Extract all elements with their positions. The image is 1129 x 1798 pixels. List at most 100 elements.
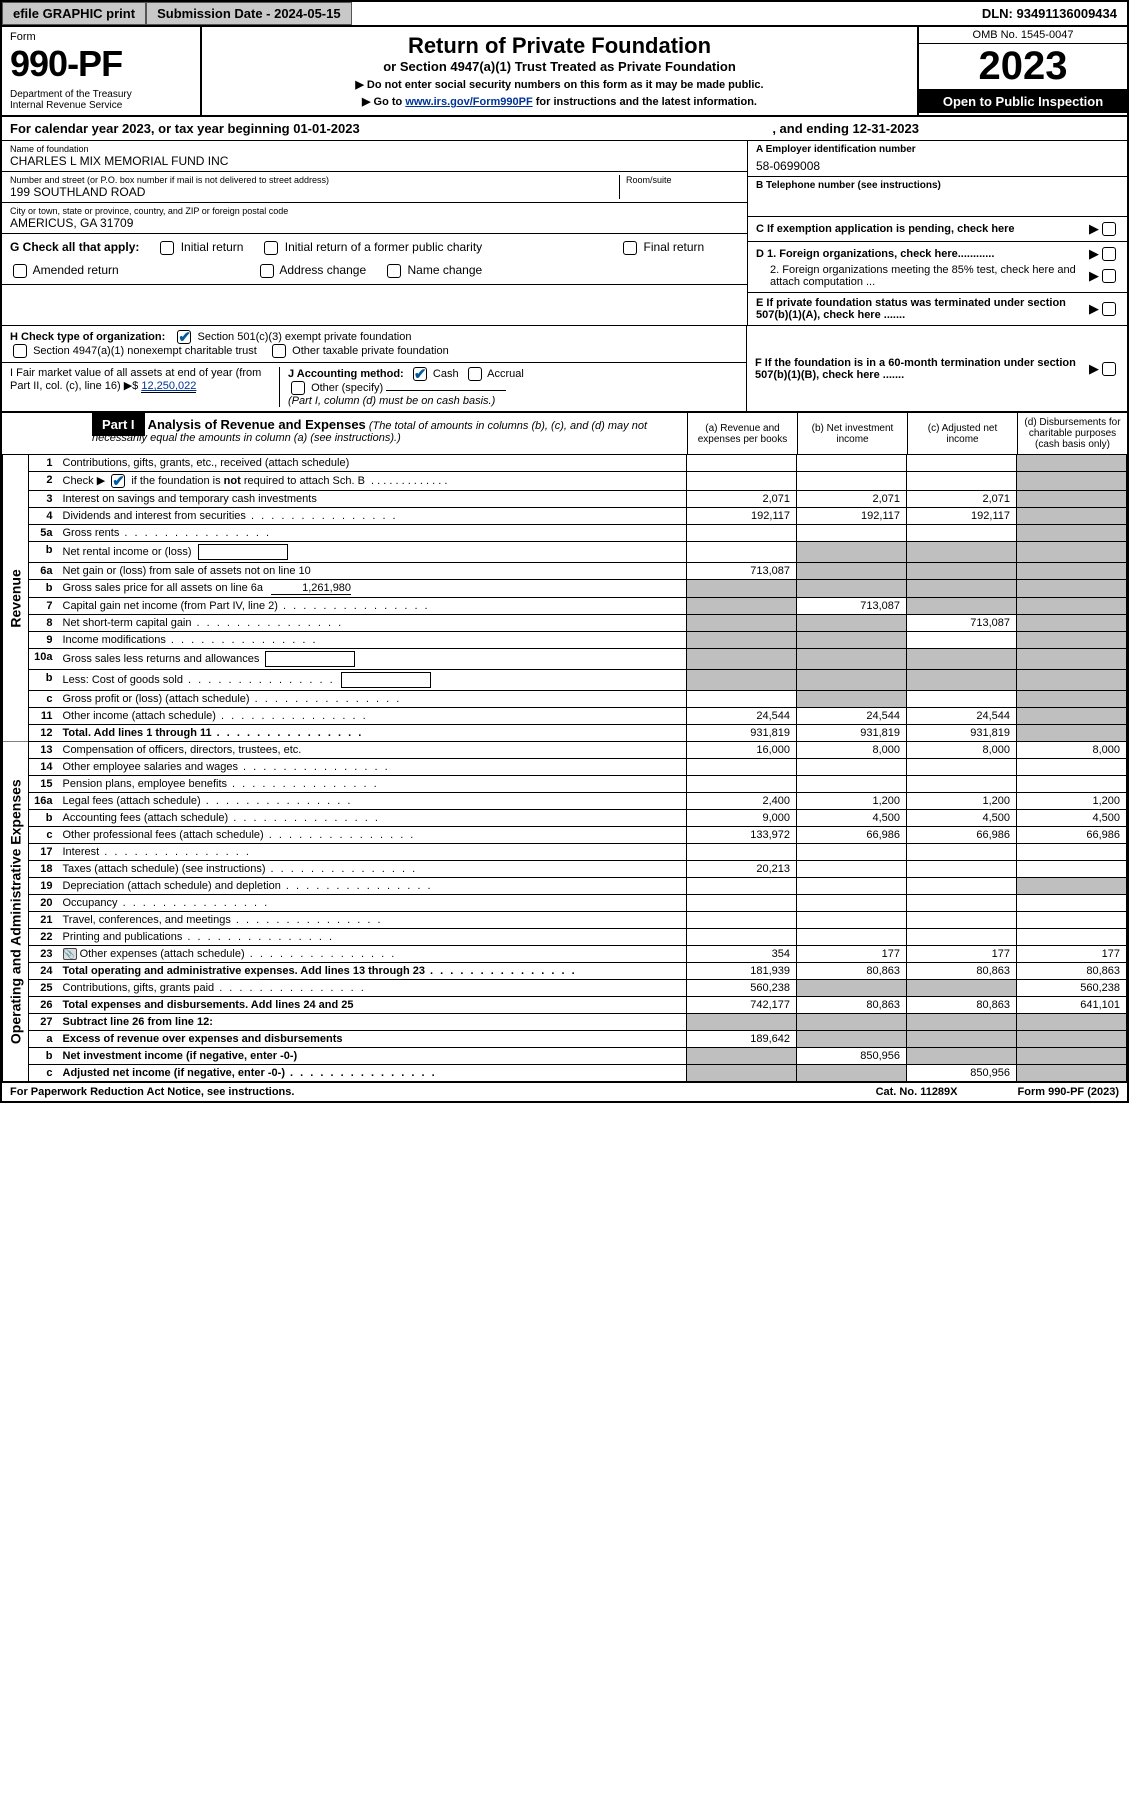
table-row: 12Total. Add lines 1 through 11931,81993… <box>3 725 1127 742</box>
col-d-header: (d) Disbursements for charitable purpose… <box>1017 413 1127 454</box>
addr-cell: Number and street (or P.O. box number if… <box>2 172 747 203</box>
amount-cell <box>797 776 907 793</box>
amount-cell <box>907 472 1017 491</box>
amount-cell: 9,000 <box>687 810 797 827</box>
amount-cell <box>687 1065 797 1082</box>
amount-cell <box>907 691 1017 708</box>
amount-cell: 192,117 <box>907 508 1017 525</box>
amount-cell <box>1017 525 1127 542</box>
table-row: 4Dividends and interest from securities1… <box>3 508 1127 525</box>
checkbox-final-return[interactable] <box>623 241 637 255</box>
amount-cell <box>797 691 907 708</box>
checkbox-other-method[interactable] <box>291 381 305 395</box>
amount-cell: 713,087 <box>907 615 1017 632</box>
instr2-pre: ▶ Go to <box>362 96 405 108</box>
line-number: 16a <box>29 793 59 810</box>
amount-cell: 560,238 <box>1017 980 1127 997</box>
form-subtitle: or Section 4947(a)(1) Trust Treated as P… <box>212 59 907 74</box>
d1-label: D 1. Foreign organizations, check here..… <box>756 248 1089 260</box>
amount-cell <box>797 472 907 491</box>
amount-cell <box>907 649 1017 670</box>
amount-cell <box>1017 491 1127 508</box>
c-box: C If exemption application is pending, c… <box>748 217 1127 242</box>
amount-cell <box>687 598 797 615</box>
checkbox-initial-former[interactable] <box>264 241 278 255</box>
amount-cell <box>907 878 1017 895</box>
line-desc: Pension plans, employee benefits <box>59 776 687 793</box>
checkbox-4947a1[interactable] <box>13 344 27 358</box>
line-desc: Compensation of officers, directors, tru… <box>59 742 687 759</box>
checkbox-accrual[interactable] <box>468 367 482 381</box>
amount-cell <box>797 542 907 563</box>
checkbox-cash[interactable] <box>413 367 427 381</box>
amount-cell <box>907 1014 1017 1031</box>
checkbox-f[interactable] <box>1102 362 1116 376</box>
line-desc: Contributions, gifts, grants paid <box>59 980 687 997</box>
arrow-icon: ▶ <box>1089 268 1099 284</box>
line-desc: Interest on savings and temporary cash i… <box>59 491 687 508</box>
amount-cell: 8,000 <box>797 742 907 759</box>
line-number: 3 <box>29 491 59 508</box>
expenses-side-label: Operating and Administrative Expenses <box>3 742 29 1082</box>
checkbox-sch-b[interactable] <box>111 474 125 488</box>
addr-label: Number and street (or P.O. box number if… <box>10 175 619 185</box>
line-desc: Net short-term capital gain <box>59 615 687 632</box>
g-opt-5: Name change <box>407 263 482 277</box>
checkbox-c[interactable] <box>1102 222 1116 236</box>
table-row: 20Occupancy <box>3 895 1127 912</box>
amount-cell <box>797 929 907 946</box>
calendar-year-row: For calendar year 2023, or tax year begi… <box>2 117 1127 141</box>
attachment-icon[interactable]: 📎 <box>63 948 77 960</box>
amount-cell: 80,863 <box>797 997 907 1014</box>
amount-cell <box>797 649 907 670</box>
checkbox-address-change[interactable] <box>260 264 274 278</box>
table-row: 9Income modifications <box>3 632 1127 649</box>
amount-cell: 24,544 <box>687 708 797 725</box>
amount-cell <box>1017 508 1127 525</box>
amount-cell <box>907 525 1017 542</box>
checkbox-e[interactable] <box>1102 302 1116 316</box>
j-accrual: Accrual <box>487 368 524 380</box>
amount-cell <box>1017 759 1127 776</box>
c-label: C If exemption application is pending, c… <box>756 223 1089 235</box>
arrow-icon: ▶ <box>1089 361 1099 377</box>
table-row: bAccounting fees (attach schedule)9,0004… <box>3 810 1127 827</box>
checkbox-d2[interactable] <box>1102 269 1116 283</box>
amount-cell: 641,101 <box>1017 997 1127 1014</box>
table-row: 15Pension plans, employee benefits <box>3 776 1127 793</box>
checkbox-501c3[interactable] <box>177 330 191 344</box>
table-row: bLess: Cost of goods sold <box>3 670 1127 691</box>
amount-cell: 713,087 <box>797 598 907 615</box>
amount-cell <box>797 878 907 895</box>
checkbox-d1[interactable] <box>1102 247 1116 261</box>
amount-cell <box>797 455 907 472</box>
checkbox-initial-return[interactable] <box>160 241 174 255</box>
checkbox-other-taxable[interactable] <box>272 344 286 358</box>
amount-cell: 80,863 <box>797 963 907 980</box>
amount-cell: 2,400 <box>687 793 797 810</box>
foundation-name: CHARLES L MIX MEMORIAL FUND INC <box>10 154 739 168</box>
instructions-link[interactable]: www.irs.gov/Form990PF <box>405 96 532 108</box>
amount-cell: 66,986 <box>1017 827 1127 844</box>
amount-cell: 192,117 <box>797 508 907 525</box>
amount-cell <box>1017 708 1127 725</box>
line-number: 25 <box>29 980 59 997</box>
amount-cell <box>797 563 907 580</box>
checkbox-name-change[interactable] <box>387 264 401 278</box>
line-number: 14 <box>29 759 59 776</box>
amount-cell <box>797 895 907 912</box>
amount-cell <box>687 776 797 793</box>
line-number: 21 <box>29 912 59 929</box>
line-number: 1 <box>29 455 59 472</box>
amount-cell: 2,071 <box>907 491 1017 508</box>
checkbox-amended-return[interactable] <box>13 264 27 278</box>
line-number: c <box>29 1065 59 1082</box>
line-number: 22 <box>29 929 59 946</box>
fmv-value[interactable]: 12,250,022 <box>141 380 196 393</box>
table-row: 25Contributions, gifts, grants paid 560,2… <box>3 980 1127 997</box>
cy-begin: For calendar year 2023, or tax year begi… <box>10 121 360 136</box>
line-desc: Other income (attach schedule) <box>59 708 687 725</box>
section-g: G Check all that apply: Initial return I… <box>2 234 747 285</box>
info-right: A Employer identification number 58-0699… <box>747 141 1127 325</box>
f-cell: F If the foundation is in a 60-month ter… <box>747 326 1127 411</box>
